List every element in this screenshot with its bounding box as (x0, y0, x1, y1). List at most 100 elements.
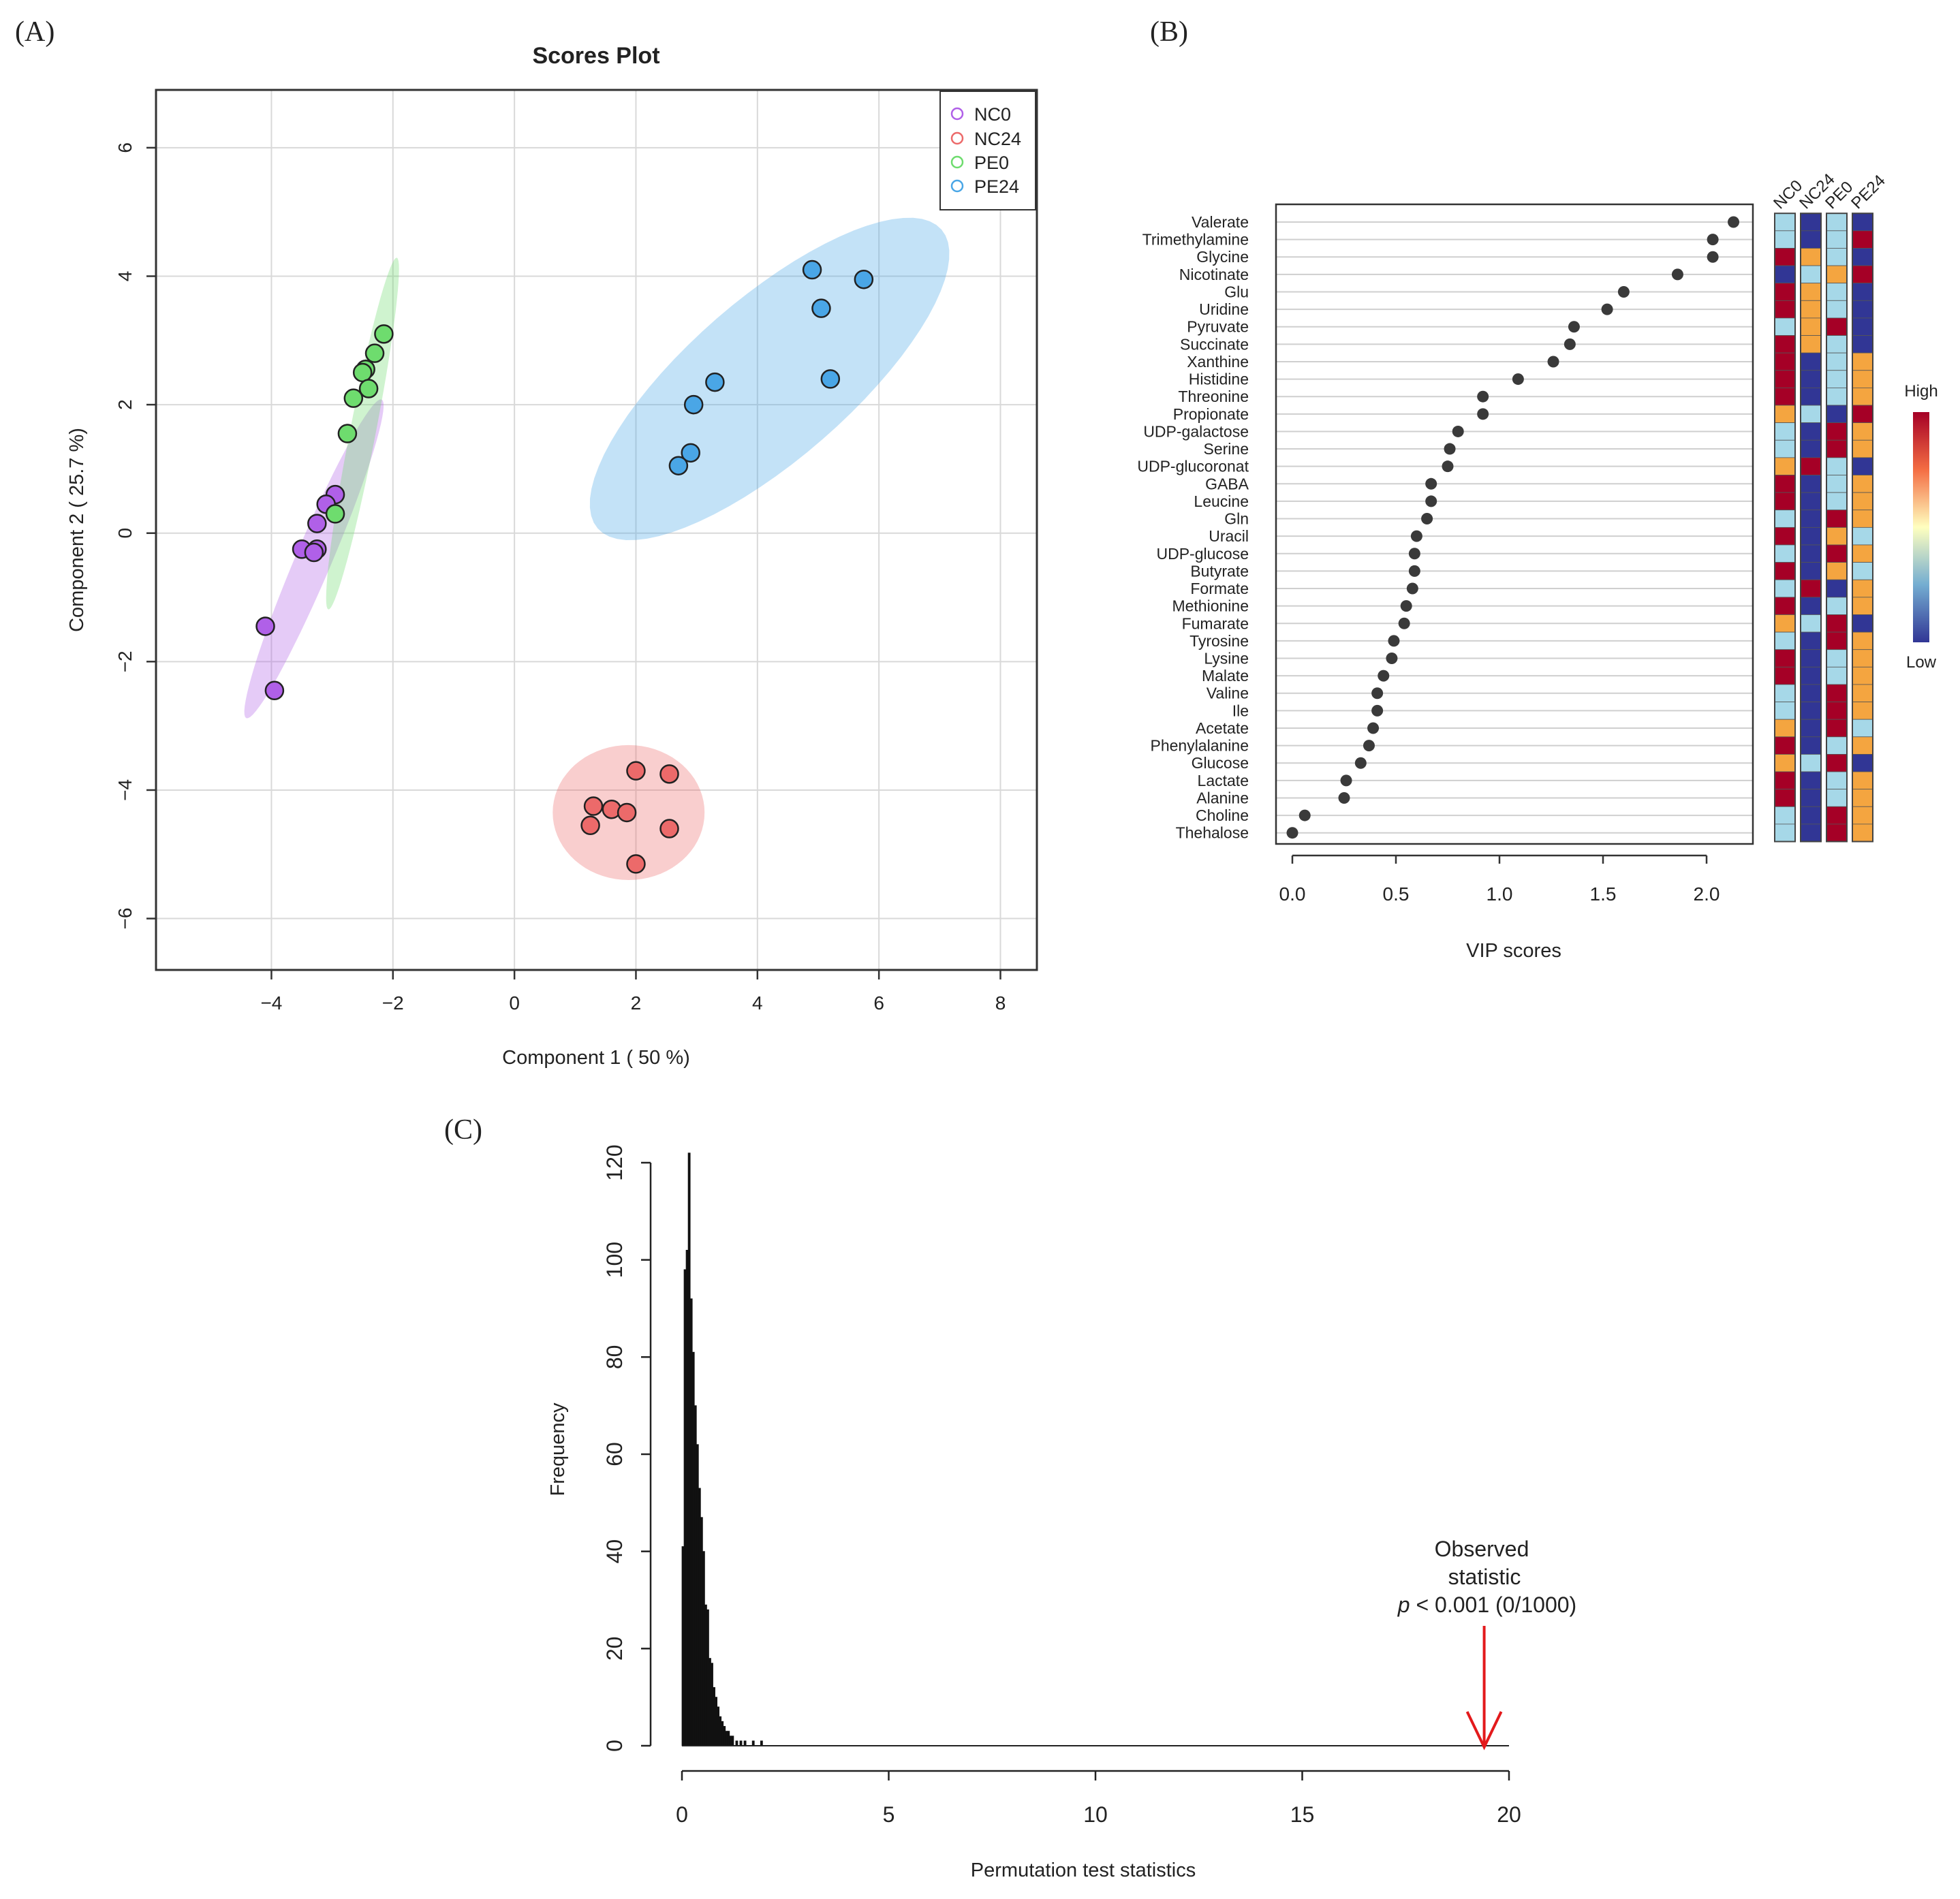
heatmap-cell (1774, 475, 1796, 493)
metabolite-label: Xanthine (1187, 353, 1249, 371)
point-nc24 (583, 796, 604, 816)
histogram-bar (739, 1740, 743, 1746)
metabolite-label: Tyrosine (1189, 632, 1249, 650)
heatmap-cell (1826, 702, 1848, 720)
heatmap-cell (1826, 631, 1848, 650)
point-pe24 (854, 269, 874, 289)
vip-dot (1707, 251, 1719, 263)
vip-dots (1286, 216, 1740, 839)
point-pe0 (343, 388, 364, 408)
vip-dot (1425, 477, 1437, 490)
point-nc24 (617, 802, 637, 823)
vip-dot (1601, 303, 1613, 315)
heatmap-cell (1852, 300, 1873, 319)
x-tick-label: −2 (382, 992, 404, 1014)
permutation-y-tick-label: 120 (602, 1144, 627, 1180)
metabolite-label: Lysine (1204, 650, 1249, 668)
observed-label-line2: statistic (1448, 1565, 1521, 1589)
metabolite-label: Succinate (1180, 335, 1249, 353)
permutation-y-tick-label: 20 (602, 1637, 627, 1661)
metabolite-label: Acetate (1196, 719, 1249, 737)
heatmap-cell (1800, 509, 1822, 528)
legend-label-nc24: NC24 (974, 129, 1021, 149)
heatmap-cell (1826, 736, 1848, 755)
metabolite-label: Histidine (1189, 371, 1249, 388)
vip-x-tick-label: 0.5 (1383, 883, 1410, 905)
histogram-bar (706, 1609, 709, 1746)
heatmap-cell (1774, 457, 1796, 475)
heatmap-cell (1852, 684, 1873, 702)
point-pe0 (325, 504, 345, 524)
heatmap-cell (1774, 422, 1796, 441)
heatmap-cell (1774, 754, 1796, 772)
heatmap-cell (1826, 439, 1848, 458)
legend-marker-pe0 (950, 155, 964, 169)
panel-label-a: (A) (15, 16, 55, 48)
histogram-bar (715, 1697, 717, 1746)
observed-arrow-head (1465, 1711, 1503, 1751)
heatmap-cell (1826, 265, 1848, 284)
scores-plot-ellipses (244, 217, 950, 880)
heatmap-cell (1852, 597, 1873, 615)
histogram-bar (711, 1663, 713, 1746)
metabolite-label: Propionate (1173, 405, 1249, 423)
heatmap-cell (1826, 614, 1848, 633)
panel-label-c: (C) (444, 1114, 482, 1146)
heatmap-cell (1852, 631, 1873, 650)
heatmap-cell (1852, 422, 1873, 441)
heatmap-cell (1826, 352, 1848, 371)
legend-box (939, 91, 1036, 210)
point-pe0 (374, 324, 394, 344)
heatmap-cell (1800, 579, 1822, 598)
vip-x-label: VIP scores (1466, 940, 1561, 962)
heatmap-cell (1800, 405, 1822, 424)
metabolite-label: Methionine (1172, 597, 1249, 615)
x-tick-label: −4 (260, 992, 282, 1014)
heatmap-cell (1852, 457, 1873, 475)
heatmap-cell (1826, 771, 1848, 790)
ellipse-pe24 (589, 217, 950, 540)
histogram-bar (687, 1152, 691, 1746)
y-tick-label: 4 (114, 271, 136, 282)
scores-plot-area (155, 89, 1038, 971)
vip-dot (1408, 565, 1420, 577)
heatmap-cell (1826, 527, 1848, 546)
legend-label-pe0: PE0 (974, 153, 1009, 173)
point-pe24 (811, 298, 831, 318)
heatmap-cell (1800, 702, 1822, 720)
histogram-bar (731, 1736, 734, 1746)
heatmap-cell (1826, 789, 1848, 807)
heatmap-cell (1774, 631, 1796, 650)
metabolite-label: Glucose (1192, 754, 1249, 772)
heatmap-cell (1774, 388, 1796, 406)
permutation-x-tick-label: 20 (1497, 1802, 1521, 1827)
heatmap-cell (1800, 806, 1822, 825)
scores-plot-x-label: Component 1 ( 50 %) (502, 1047, 690, 1069)
vip-dot (1398, 617, 1410, 629)
metabolite-label: UDP-galactose (1143, 422, 1249, 440)
heatmap-cell (1774, 789, 1796, 807)
permutation-x-tick-label: 5 (883, 1802, 895, 1827)
observed-p-value: p < 0.001 (0/1000) (1397, 1592, 1576, 1617)
heatmap-cell (1852, 213, 1873, 232)
heatmap-cell (1852, 771, 1873, 790)
heatmap-cell (1826, 509, 1848, 528)
heatmap-cell (1852, 579, 1873, 598)
histogram-bar (717, 1706, 720, 1746)
heatmap-cell (1800, 422, 1822, 441)
vip-dot (1707, 234, 1719, 246)
heatmap-cell (1852, 806, 1873, 825)
heatmap-cell (1800, 475, 1822, 493)
heatmap-cell (1826, 684, 1848, 702)
metabolite-label: Gln (1224, 510, 1249, 528)
heatmap-cell (1774, 335, 1796, 354)
observed-statistic-annotation: Observed statistic p < 0.001 (0/1000) (1397, 1537, 1576, 1751)
heatmap-cell (1826, 370, 1848, 388)
histogram-bar (721, 1721, 724, 1746)
vip-dot (1406, 582, 1418, 595)
histogram-bar (760, 1740, 763, 1746)
heatmap-cell (1826, 388, 1848, 406)
metabolite-label: Valine (1207, 685, 1249, 702)
permutation-y-tick-label: 0 (602, 1740, 627, 1752)
